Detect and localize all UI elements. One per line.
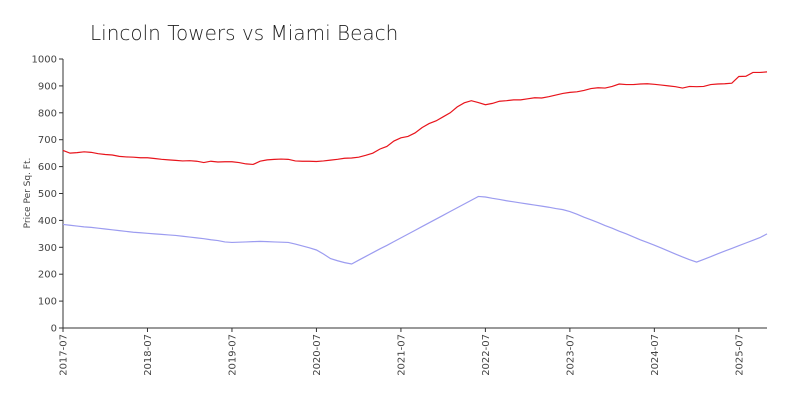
- y-tick-label: 700: [38, 135, 57, 146]
- y-axis-label: Price Per Sq. Ft.: [23, 158, 33, 229]
- x-tick-label: 2023-07: [565, 334, 576, 376]
- x-tick-label: 2024-07: [650, 334, 661, 376]
- y-tick-label: 600: [38, 162, 57, 173]
- y-tick-label: 800: [38, 108, 57, 119]
- x-tick-label: 2025-07: [734, 334, 745, 376]
- y-tick-label: 0: [51, 324, 57, 335]
- y-tick-label: 100: [38, 297, 57, 308]
- y-tick-label: 400: [38, 216, 57, 227]
- x-tick-label: 2019-07: [227, 334, 238, 376]
- y-tick-label: 500: [38, 189, 57, 200]
- x-tick-label: 2017-07: [59, 334, 70, 376]
- x-tick-label: 2021-07: [396, 334, 407, 376]
- y-tick-label: 900: [38, 81, 57, 92]
- series-line: [62, 71, 768, 166]
- y-tick-label: 300: [38, 243, 57, 254]
- y-tick-label: 200: [38, 270, 57, 281]
- series-line: [62, 195, 768, 265]
- x-tick-label: 2022-07: [481, 334, 492, 376]
- x-tick-label: 2018-07: [143, 334, 154, 376]
- chart-title: Lincoln Towers vs Miami Beach: [90, 21, 398, 45]
- x-tick-label: 2020-07: [312, 334, 323, 376]
- y-tick-label: 1000: [32, 55, 57, 66]
